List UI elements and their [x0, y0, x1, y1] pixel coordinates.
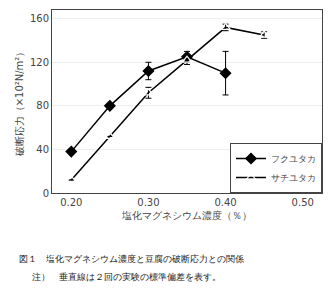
svg-text:0.50: 0.50 [292, 197, 314, 208]
svg-text:フクユタカ: フクユタカ [271, 154, 316, 164]
svg-text:40: 40 [36, 144, 49, 155]
svg-text:0: 0 [43, 188, 49, 199]
svg-text:120: 120 [30, 57, 49, 68]
svg-text:塩化マグネシウム濃度（％）: 塩化マグネシウム濃度（％） [121, 210, 252, 221]
svg-text:0.40: 0.40 [214, 197, 236, 208]
svg-text:注） 垂直線は２回の実験の標準偏差を表す。: 注） 垂直線は２回の実験の標準偏差を表す。 [32, 272, 221, 282]
svg-text:0.20: 0.20 [60, 197, 82, 208]
svg-text:サチユタカ: サチユタカ [271, 173, 316, 183]
svg-text:80: 80 [36, 100, 49, 111]
svg-text:破断応力（×10²N/m²）: 破断応力（×10²N/m²） [14, 47, 25, 158]
svg-text:0.30: 0.30 [137, 197, 159, 208]
svg-text:図１ 塩化マグネシウム濃度と豆腐の破断応力との関係: 図１ 塩化マグネシウム濃度と豆腐の破断応力との関係 [19, 254, 244, 264]
svg-text:160: 160 [30, 13, 49, 24]
